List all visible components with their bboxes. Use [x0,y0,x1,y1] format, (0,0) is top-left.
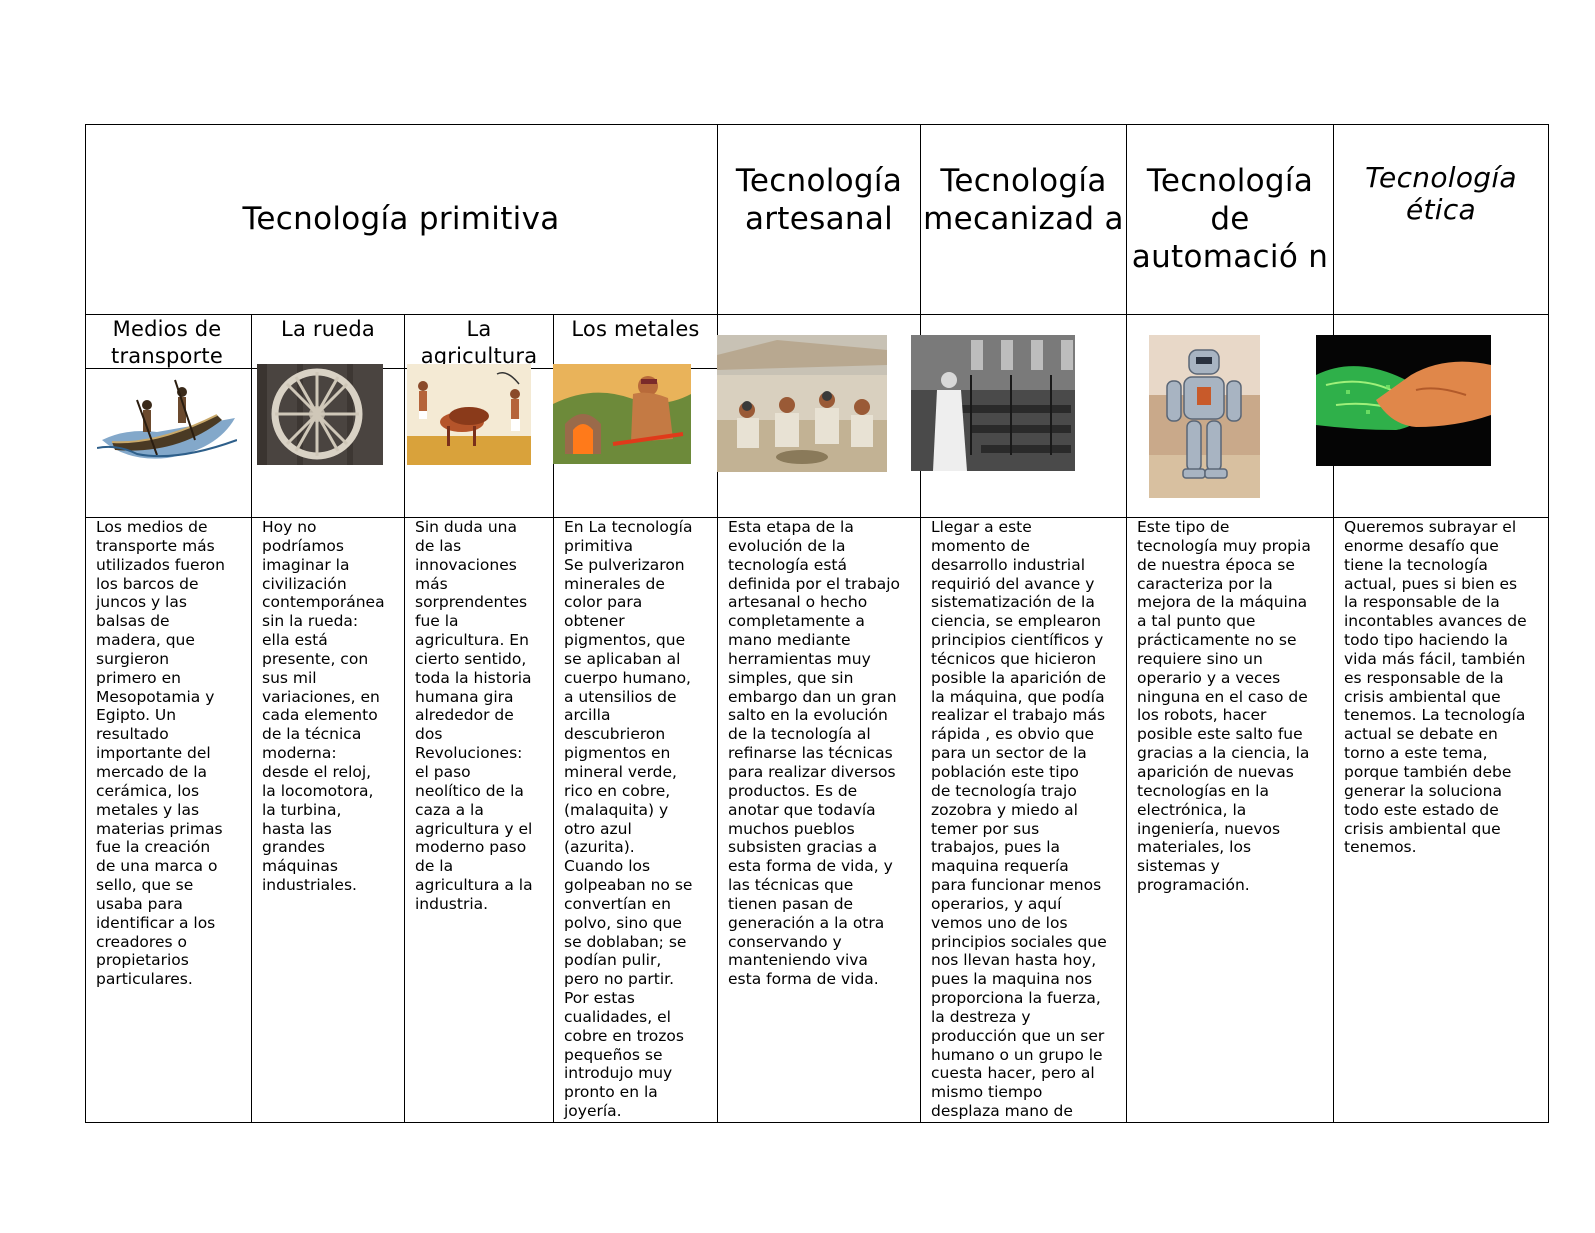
table-border-top [85,124,1549,125]
text-agricultura: Sin duda una de las innovaciones más sor… [415,518,533,913]
subcol-divider [404,314,405,1123]
subheader-row-divider [85,368,717,369]
text-etica: Queremos subrayar el enorme desafío que … [1344,518,1527,857]
text-artesanal: Esta etapa de la evolución de la tecnolo… [728,518,900,989]
text-mecanizada: Llegar a este momento de desarrollo indu… [931,518,1107,1121]
col-divider [717,124,718,1123]
subheader-agricultura: La agricultura [420,317,538,368]
header-primitiva: Tecnología primitiva [242,201,560,237]
subheader-rueda: La rueda [281,317,375,341]
text-metales: En La tecnología primitiva Se pulverizar… [564,518,693,1121]
canoe-image [97,370,237,465]
technology-table: Tecnología primitiva Tecnología artesana… [85,124,1549,1123]
text-rueda: Hoy no podríamos imaginar la civilizació… [262,518,385,895]
factory-image [911,335,1075,471]
subcol-divider [251,314,252,1123]
subheader-metales: Los metales [571,317,700,341]
header-etica: Tecnología ética [1365,161,1517,226]
wheel-image [257,364,383,465]
table-border-bottom [85,1122,1549,1123]
table-border-left [85,124,86,1123]
header-artesanal: Tecnología artesanal [735,163,903,237]
text-transporte: Los medios de transporte más utilizados … [96,518,225,989]
header-row-divider [85,314,1549,315]
table-border-right [1548,124,1549,1123]
handshake-image [1316,335,1491,466]
egyptian-farming-image [407,364,531,465]
col-divider [1126,124,1127,1123]
col-divider [1333,124,1334,1123]
artisans-image [717,335,887,472]
metalworker-image [553,364,691,464]
header-mecanizada: Tecnología mecanizad a [923,163,1124,237]
header-automacion: Tecnología de automació n [1131,163,1329,275]
robot-image [1149,335,1260,498]
subcol-divider [553,314,554,1123]
subheader-transporte: Medios de transporte [111,317,223,368]
col-divider [920,124,921,1123]
text-automacion: Este tipo de tecnología muy propia de nu… [1137,518,1311,895]
image-row-divider [85,517,1549,518]
